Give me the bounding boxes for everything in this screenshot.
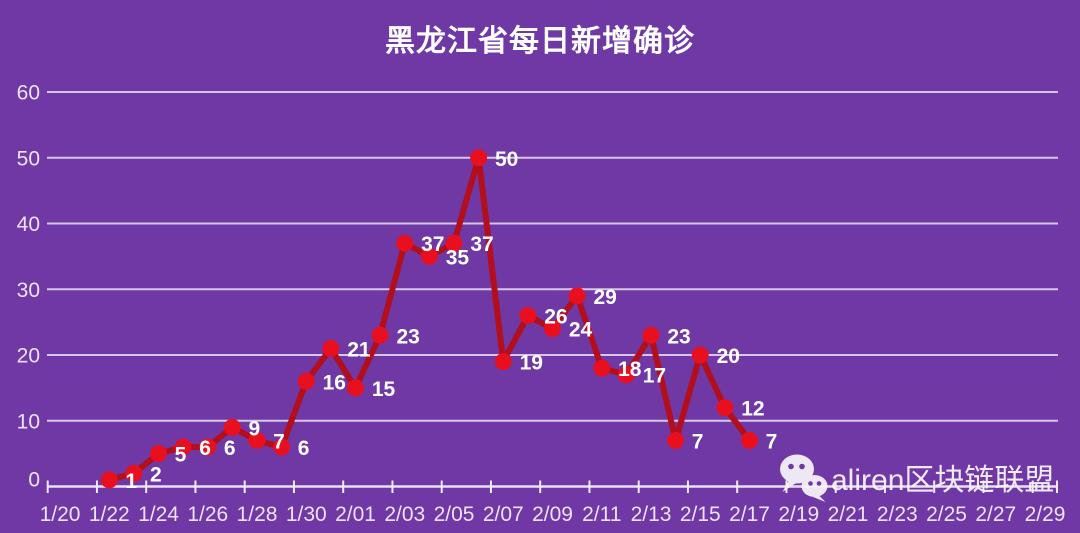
x-axis-tick-label: 2/25 xyxy=(926,503,967,526)
data-point-marker xyxy=(568,287,586,305)
data-point-label: 7 xyxy=(273,430,285,453)
data-point-marker xyxy=(125,464,143,482)
data-point-label: 6 xyxy=(224,437,236,460)
x-axis-tick-label: 2/23 xyxy=(877,503,918,526)
data-point-marker xyxy=(174,438,192,456)
x-axis-tick-label: 2/29 xyxy=(1025,503,1066,526)
data-point-label: 12 xyxy=(741,398,764,421)
data-point-label: 24 xyxy=(569,319,593,342)
data-point-marker xyxy=(593,359,611,377)
y-axis-tick-label: 60 xyxy=(17,82,40,105)
data-point-marker xyxy=(494,353,512,371)
data-point-marker xyxy=(741,431,758,449)
y-axis-tick-label: 30 xyxy=(17,279,40,302)
data-point-marker xyxy=(642,326,660,344)
y-axis-tick-label: 40 xyxy=(17,213,40,236)
data-point-marker xyxy=(322,339,340,357)
data-point-marker xyxy=(100,471,118,489)
x-axis-tick-label: 1/24 xyxy=(138,503,179,526)
data-point-label: 2 xyxy=(150,463,162,486)
x-axis-tick-label: 1/26 xyxy=(187,503,228,526)
data-point-label: 20 xyxy=(717,345,740,368)
data-point-label: 6 xyxy=(298,437,310,460)
data-point-marker xyxy=(716,399,734,417)
data-point-label: 29 xyxy=(593,286,616,309)
data-point-marker xyxy=(297,372,315,390)
data-point-label: 6 xyxy=(199,437,211,460)
chart-title: 黑龙江省每日新增确诊 xyxy=(385,25,695,58)
data-point-marker xyxy=(420,247,438,265)
x-axis-tick-label: 2/07 xyxy=(483,503,524,526)
data-point-label: 7 xyxy=(692,430,704,453)
y-axis-tick-label: 50 xyxy=(17,147,40,170)
x-axis-tick-label: 2/05 xyxy=(434,503,475,526)
data-point-label: 23 xyxy=(667,325,690,348)
wechat-icon xyxy=(780,454,828,502)
data-point-label: 16 xyxy=(323,371,346,394)
data-point-marker xyxy=(667,431,685,449)
x-axis-tick-label: 2/01 xyxy=(335,503,376,526)
x-axis-tick-label: 1/22 xyxy=(89,503,130,526)
x-axis-tick-label: 2/19 xyxy=(778,503,819,526)
x-axis-tick-label: 2/17 xyxy=(729,503,770,526)
x-axis-tick-label: 1/30 xyxy=(286,503,327,526)
y-axis-tick-label: 0 xyxy=(28,469,40,492)
data-point-label: 15 xyxy=(372,378,396,401)
x-axis-tick-label: 2/03 xyxy=(384,503,425,526)
data-point-marker xyxy=(248,431,266,449)
data-point-marker xyxy=(544,320,561,338)
x-axis-tick-label: 1/20 xyxy=(40,503,81,526)
data-point-marker xyxy=(519,307,537,325)
data-point-marker xyxy=(396,234,414,252)
watermark-text: aliren区块链联盟 xyxy=(831,464,1055,497)
data-point-marker xyxy=(371,326,389,344)
x-axis-tick-label: 2/21 xyxy=(828,503,869,526)
y-axis-tick-label: 10 xyxy=(17,410,40,433)
data-point-label: 18 xyxy=(618,358,642,381)
x-axis-tick-label: 1/28 xyxy=(237,503,278,526)
data-point-marker xyxy=(470,149,488,167)
watermark: aliren区块链联盟 xyxy=(778,452,1054,502)
data-point-label: 50 xyxy=(495,148,518,171)
data-point-label: 9 xyxy=(249,417,261,440)
data-point-marker xyxy=(273,438,291,456)
x-axis-tick-label: 2/11 xyxy=(582,503,621,526)
x-axis-tick-label: 2/27 xyxy=(975,503,1016,526)
data-point-marker xyxy=(347,379,364,397)
x-axis-tick-label: 2/15 xyxy=(680,503,721,526)
y-axis-tick-label: 20 xyxy=(17,345,40,368)
data-point-label: 23 xyxy=(396,325,419,348)
data-point-label: 37 xyxy=(470,233,493,256)
data-point-label: 17 xyxy=(643,365,666,388)
data-point-label: 19 xyxy=(520,352,543,375)
data-point-marker xyxy=(617,366,635,384)
data-point-label: 5 xyxy=(175,444,187,467)
data-point-label: 26 xyxy=(544,306,567,329)
data-point-marker xyxy=(691,346,709,364)
data-point-label: 35 xyxy=(446,246,470,269)
data-point-marker xyxy=(445,234,463,252)
data-point-label: 37 xyxy=(421,233,444,256)
data-line xyxy=(106,154,753,483)
data-point-marker xyxy=(150,445,167,463)
data-point-label: 1 xyxy=(125,470,137,493)
x-axis-tick-label: 2/09 xyxy=(532,503,573,526)
data-point-marker xyxy=(199,438,217,456)
data-point-label: 7 xyxy=(766,430,778,453)
x-axis-tick-label: 2/13 xyxy=(631,503,672,526)
data-point-marker xyxy=(223,418,241,436)
data-point-label: 21 xyxy=(347,338,371,361)
